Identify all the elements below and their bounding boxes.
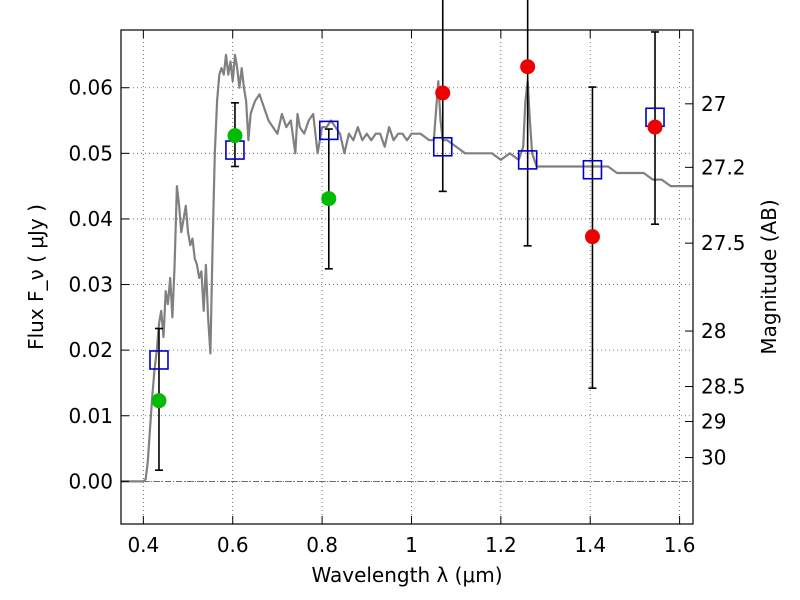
model-spectrum-line [121, 53, 693, 483]
observed-flux-point [435, 85, 451, 101]
magnitude-tick-label: 27.2 [701, 155, 746, 179]
plot-frame [120, 29, 694, 525]
observed-flux-point [520, 59, 536, 75]
observed-flux-point [584, 229, 600, 245]
observed-flux-point [321, 191, 337, 207]
model-photometry-square [318, 120, 339, 141]
ticks [121, 30, 693, 524]
y2-axis-label: Magnitude (AB) [757, 199, 781, 354]
x-tick-label: 0.6 [217, 533, 249, 557]
y-tick-label: 0.00 [68, 469, 113, 493]
model-photometry-square [517, 150, 538, 170]
model-photometry-square [149, 350, 169, 370]
x-tick-label: 1 [405, 533, 418, 557]
magnitude-tick-label: 27 [701, 92, 726, 116]
x-tick-label: 0.4 [127, 533, 159, 557]
y-tick-label: 0.03 [68, 273, 113, 297]
tick-labels: 0.4 0.6 0.8 1 1.2 1.4 1.6 0.00 0.01 0.02 0.03 0.04 0… [68, 76, 745, 557]
x-tick-label: 1.6 [664, 533, 696, 557]
x-tick-label: 1.4 [574, 533, 606, 557]
magnitude-tick-label: 28.5 [701, 375, 746, 399]
plot-area [121, 0, 693, 483]
observed-flux-point [647, 119, 663, 135]
magnitude-tick-label: 27.5 [701, 231, 746, 255]
observed-flux-point [227, 128, 243, 144]
x-tick-label: 0.8 [306, 533, 338, 557]
y-tick-label: 0.04 [68, 207, 113, 231]
model-photometry-square [432, 136, 453, 157]
x-axis-label: Wavelength λ (μm) [311, 563, 502, 587]
magnitude-tick-label: 30 [701, 446, 726, 470]
y-axis-label: Flux F_ν ( μJy ) [24, 204, 48, 350]
observed-flux-point [151, 393, 167, 409]
x-tick-label: 1.2 [485, 533, 517, 557]
y-tick-label: 0.01 [68, 404, 113, 428]
model-photometry-square [582, 159, 603, 180]
y-tick-label: 0.02 [68, 338, 113, 362]
magnitude-tick-label: 28 [701, 319, 726, 343]
y-tick-label: 0.06 [68, 76, 113, 100]
magnitude-tick-label: 29 [701, 410, 726, 434]
y-tick-label: 0.05 [68, 141, 113, 165]
